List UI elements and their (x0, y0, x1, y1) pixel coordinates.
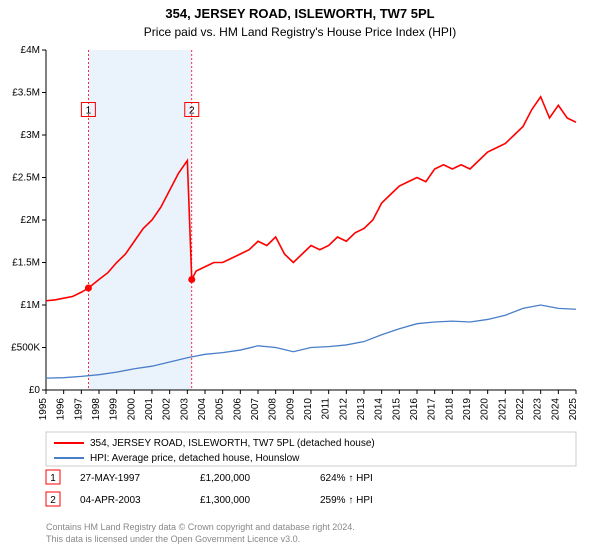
x-tick-label: 2004 (197, 398, 208, 421)
y-tick-label: £500K (11, 343, 40, 354)
sale-row-number: 1 (50, 473, 56, 484)
y-tick-label: £2M (21, 215, 40, 226)
sale-change: 259% ↑ HPI (320, 495, 373, 506)
x-tick-label: 2019 (462, 398, 473, 421)
sale-date: 04-APR-2003 (80, 495, 141, 506)
footer-line-2: This data is licensed under the Open Gov… (46, 534, 300, 544)
x-tick-label: 2016 (409, 398, 420, 421)
y-tick-label: £1M (21, 300, 40, 311)
x-tick-label: 2005 (215, 398, 226, 421)
chart-title: 354, JERSEY ROAD, ISLEWORTH, TW7 5PL (165, 6, 434, 21)
x-tick-label: 1997 (73, 398, 84, 421)
sale-badge-number: 1 (86, 106, 92, 117)
y-tick-label: £0 (29, 385, 41, 396)
x-tick-label: 1996 (56, 398, 67, 421)
sale-row-number: 2 (50, 495, 56, 506)
footer-line-1: Contains HM Land Registry data © Crown c… (46, 522, 355, 532)
sale-price: £1,300,000 (200, 495, 250, 506)
legend-label: HPI: Average price, detached house, Houn… (90, 453, 300, 464)
x-tick-label: 2014 (374, 398, 385, 421)
x-tick-label: 2008 (268, 398, 279, 421)
x-tick-label: 2006 (232, 398, 243, 421)
x-tick-label: 2012 (338, 398, 349, 421)
x-tick-label: 2024 (550, 398, 561, 421)
sale-marker-dot (188, 276, 195, 283)
x-tick-label: 2003 (179, 398, 190, 421)
x-tick-label: 2018 (444, 398, 455, 421)
price-chart-container: 354, JERSEY ROAD, ISLEWORTH, TW7 5PL Pric… (0, 0, 600, 560)
x-tick-label: 2009 (285, 398, 296, 421)
shaded-band (88, 50, 191, 390)
x-tick-label: 2022 (515, 398, 526, 421)
x-tick-label: 2023 (533, 398, 544, 421)
y-tick-label: £3M (21, 130, 40, 141)
chart-subtitle: Price paid vs. HM Land Registry's House … (144, 25, 456, 39)
x-tick-label: 2015 (391, 398, 402, 421)
sale-change: 624% ↑ HPI (320, 473, 373, 484)
sale-marker-dot (85, 285, 92, 292)
x-tick-label: 1995 (38, 398, 49, 421)
x-tick-label: 2011 (321, 398, 332, 420)
sale-date: 27-MAY-1997 (80, 473, 140, 484)
x-tick-label: 1999 (109, 398, 120, 421)
y-tick-label: £4M (21, 45, 40, 56)
x-tick-label: 1998 (91, 398, 102, 421)
sale-price: £1,200,000 (200, 473, 250, 484)
x-tick-label: 2010 (303, 398, 314, 421)
x-tick-label: 2021 (497, 398, 508, 421)
x-tick-label: 2001 (144, 398, 155, 421)
y-tick-label: £2.5M (12, 173, 40, 184)
y-tick-label: £3.5M (12, 88, 40, 99)
x-tick-label: 2025 (568, 398, 579, 421)
x-tick-label: 2007 (250, 398, 261, 421)
y-tick-label: £1.5M (12, 258, 40, 269)
chart-svg: 354, JERSEY ROAD, ISLEWORTH, TW7 5PL Pric… (0, 0, 600, 560)
x-tick-label: 2020 (480, 398, 491, 421)
x-tick-label: 2013 (356, 398, 367, 421)
legend-label: 354, JERSEY ROAD, ISLEWORTH, TW7 5PL (de… (90, 438, 375, 449)
x-tick-label: 2000 (126, 398, 137, 421)
x-tick-label: 2017 (427, 398, 438, 421)
x-tick-label: 2002 (162, 398, 173, 421)
sale-badge-number: 2 (189, 106, 195, 117)
